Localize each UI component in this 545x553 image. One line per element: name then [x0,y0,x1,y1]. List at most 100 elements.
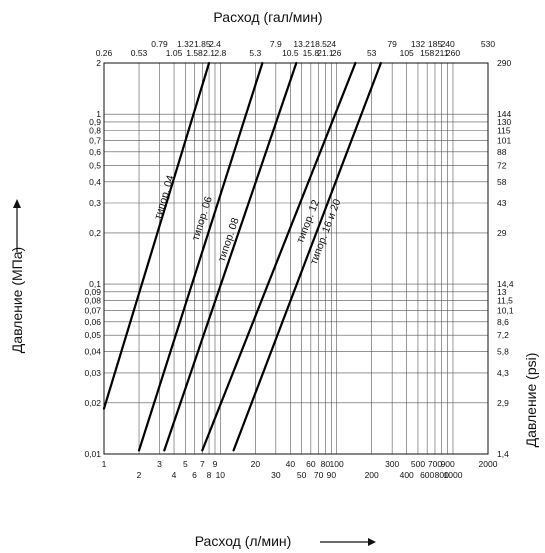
series-label: типор. 06 [190,195,215,242]
x-tick-label-top: 1.05 [166,48,183,58]
series-lines: типор. 04 типор. 06 типор. 08 типор. 12типо… [102,61,382,452]
x-tick-label-top: 13.2 [293,39,310,49]
y-tick-label-right: 4,3 [497,368,509,378]
x-tick-label-top: 79 [387,39,397,49]
y-tick-label-left: 0,01 [84,449,101,459]
x-tick-label-top: 1.58 [186,48,203,58]
x-tick-label-bottom: 2000 [479,459,498,469]
x-tick-label-bottom: 500 [411,459,425,469]
y-tick-label-right: 5,8 [497,347,509,357]
y-tick-label-left: 0,1 [89,279,101,289]
x-tick-label-bottom: 800 [435,470,449,480]
x-tick-label-bottom: 200 [365,470,379,480]
y-tick-label-left: 0,3 [89,198,101,208]
x-tick-label-bottom: 3 [157,459,162,469]
x-tick-label-bottom: 600 [420,470,434,480]
x-tick-label-top: 5.3 [249,48,261,58]
series-line [232,61,382,452]
x-axis-title: Расход (л/мин) [195,533,292,549]
left-axis-title: Давление (МПа) [9,247,25,353]
y-tick-label-right: 2,9 [497,398,509,408]
x-tick-label-top: 260 [446,48,460,58]
y-tick-label-left: 0,02 [84,398,101,408]
x-tick-label-top: 18.5 [310,39,327,49]
y-tick-label-left: 0,2 [89,228,101,238]
y-tick-label-left: 0,09 [84,287,101,297]
y-tick-label-left: 0,04 [84,347,101,357]
y-tick-label-right: 72 [497,160,507,170]
y-tick-label-right: 58 [497,177,507,187]
x-tick-label-top: 185 [428,39,442,49]
x-tick-label-bottom: 70 [314,470,324,480]
x-tick-label-bottom: 100 [330,459,344,469]
right-axis-title: Давление (psi) [523,353,539,448]
y-tick-label-left: 0,06 [84,317,101,327]
y-tick-label-right: 115 [497,126,511,136]
y-tick-label-right: 29 [497,228,507,238]
y-tick-label-left: 1 [96,109,101,119]
x-tick-label-top: 0.53 [131,48,148,58]
x-tick-label-top: 10.5 [282,48,299,58]
x-tick-label-bottom: 300 [385,459,399,469]
x-tick-label-bottom: 8 [207,470,212,480]
y-tick-label-left: 2 [96,58,101,68]
x-tick-label-top: 1.85 [194,39,211,49]
x-tick-label-bottom: 40 [286,459,296,469]
x-tick-label-bottom: 7 [200,459,205,469]
x-tick-label-top: 158 [420,48,434,58]
x-tick-label-top: 530 [481,39,495,49]
x-tick-label-top: 0.79 [151,39,168,49]
x-tick-label-bottom: 700 [428,459,442,469]
y-tick-label-left: 0,8 [89,126,101,136]
x-tick-label-top: 21.1 [317,48,334,58]
x-tick-label-bottom: 1000 [444,470,463,480]
x-tick-label-bottom: 4 [172,470,177,480]
y-tick-label-left: 0,9 [89,117,101,127]
x-tick-label-top: 0.26 [96,48,113,58]
x-tick-label-bottom: 30 [271,470,281,480]
series-label: типор. 08 [216,216,242,263]
x-tick-label-top: 2.4 [209,39,221,49]
y-tick-label-left: 0,4 [89,177,101,187]
x-tick-label-top: 211 [435,48,449,58]
x-tick-label-top: 2.8 [214,48,226,58]
y-tick-label-right: 43 [497,198,507,208]
y-tick-label-left: 0,03 [84,368,101,378]
x-tick-label-top: 7.9 [270,39,282,49]
y-tick-label-right: 144 [497,109,511,119]
series-line [163,61,298,452]
y-tick-label-right: 290 [497,58,511,68]
left-axis-arrowhead [13,199,21,208]
series-line [201,61,357,452]
x-tick-label-bottom: 20 [251,459,261,469]
series-line [102,61,211,410]
x-tick-label-top: 24 [327,39,337,49]
series-line [137,61,264,452]
y-tick-label-right: 10,1 [497,305,514,315]
y-tick-label-left: 0,5 [89,160,101,170]
top-axis-title: Расход (гал/мин) [213,9,322,25]
x-tick-label-bottom: 10 [216,470,226,480]
x-tick-label-bottom: 900 [441,459,455,469]
x-tick-label-bottom: 5 [183,459,188,469]
y-tick-label-right: 101 [497,135,511,145]
x-tick-label-top: 53 [367,48,377,58]
x-tick-label-top: 15.8 [303,48,320,58]
y-tick-label-left: 0,6 [89,147,101,157]
x-tick-label-bottom: 80 [321,459,331,469]
x-tick-label-bottom: 50 [297,470,307,480]
x-tick-label-top: 240 [441,39,455,49]
grid [104,63,488,454]
y-tick-label-right: 7,2 [497,330,509,340]
y-tick-label-right: 8,6 [497,317,509,327]
y-tick-label-right: 88 [497,147,507,157]
x-tick-label-bottom: 400 [400,470,414,480]
y-tick-label-right: 11,5 [497,296,513,306]
x-tick-label-bottom: 6 [192,470,197,480]
x-tick-label-top: 132 [411,39,425,49]
x-tick-label-bottom: 90 [327,470,337,480]
y-tick-label-left: 0,05 [84,330,101,340]
y-tick-label-left: 0,07 [84,305,101,315]
x-tick-label-top: 26 [332,48,342,58]
